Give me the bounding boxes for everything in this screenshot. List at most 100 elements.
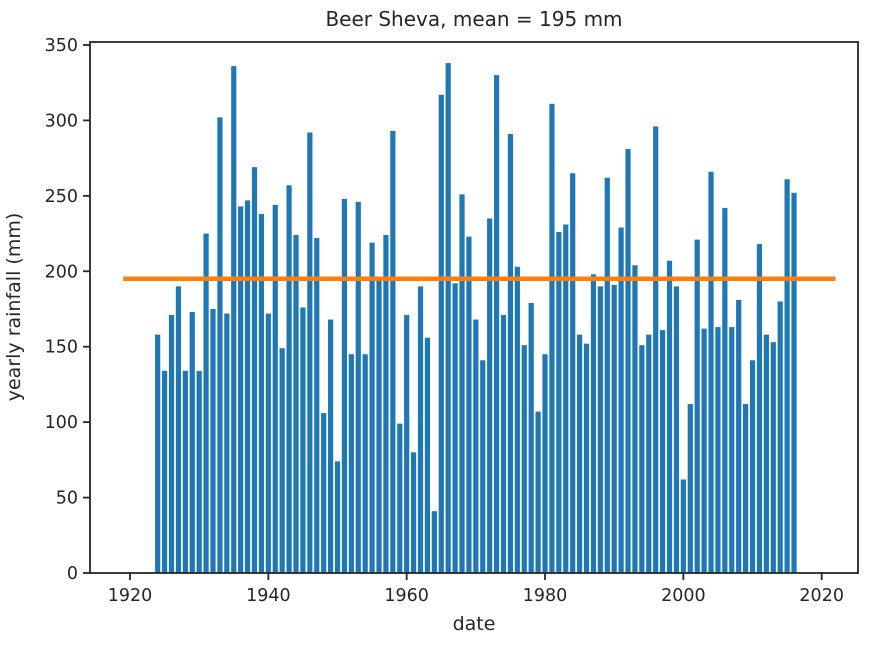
rainfall-bar-1983 bbox=[563, 224, 569, 573]
rainfall-bar-1981 bbox=[549, 103, 555, 573]
rainfall-bar-1939 bbox=[258, 213, 265, 573]
rainfall-bar-1957 bbox=[383, 235, 389, 573]
rainfall-bar-1954 bbox=[362, 354, 368, 573]
rainfall-bar-1936 bbox=[238, 206, 244, 573]
rainfall-bar-1998 bbox=[666, 260, 673, 573]
x-axis-label: date bbox=[452, 613, 496, 635]
rainfall-bar-2000 bbox=[680, 479, 686, 573]
rainfall-bar-1974 bbox=[500, 315, 507, 573]
rainfall-bar-2006 bbox=[722, 207, 728, 574]
rainfall-bar-1967 bbox=[452, 283, 458, 573]
y-tick-label-100: 100 bbox=[45, 413, 78, 433]
rainfall-bar-1955 bbox=[369, 242, 375, 573]
rainfall-bar-1960 bbox=[404, 315, 410, 573]
rainfall-bar-1943 bbox=[286, 185, 292, 574]
rainfall-bar-1991 bbox=[618, 227, 624, 573]
rainfall-bar-1934 bbox=[224, 313, 230, 573]
rainfall-bar-1958 bbox=[390, 130, 396, 574]
rainfall-bar-2001 bbox=[687, 404, 693, 573]
rainfall-bar-1988 bbox=[597, 286, 603, 573]
rainfall-bar-2016 bbox=[791, 192, 797, 573]
rainfall-bar-1999 bbox=[673, 286, 680, 573]
y-tick-label-300: 300 bbox=[45, 111, 78, 131]
rainfall-bar-1950 bbox=[334, 461, 341, 573]
chart-title: Beer Sheva, mean = 195 mm bbox=[325, 7, 623, 31]
x-tick-label-2020: 2020 bbox=[799, 586, 844, 606]
rainfall-bar-2014 bbox=[777, 301, 783, 573]
rainfall-bar-1944 bbox=[293, 235, 299, 573]
rainfall-bar-2008 bbox=[736, 299, 742, 573]
rainfall-bar-1946 bbox=[307, 132, 313, 574]
rainfall-bar-1970 bbox=[473, 319, 479, 573]
rainfall-bar-1978 bbox=[528, 302, 534, 573]
rainfall-bar-1994 bbox=[639, 345, 645, 573]
rainfall-bar-1956 bbox=[376, 278, 382, 573]
rainfall-bar-2007 bbox=[729, 327, 735, 573]
rainfall-bar-1949 bbox=[327, 319, 334, 573]
rainfall-bar-2015 bbox=[784, 179, 790, 573]
rainfall-bar-1962 bbox=[417, 286, 424, 573]
rainfall-bar-1968 bbox=[459, 194, 465, 573]
rainfall-bar-1985 bbox=[577, 334, 583, 573]
rainfall-bar-2013 bbox=[770, 342, 776, 573]
x-tick-label-1960: 1960 bbox=[384, 586, 429, 606]
rainfall-bar-1976 bbox=[514, 266, 520, 573]
rainfall-bar-2011 bbox=[756, 244, 763, 573]
rainfall-bar-1951 bbox=[341, 198, 348, 573]
y-axis-label: yearly rainfall (mm) bbox=[3, 212, 25, 402]
x-tick-label-1940: 1940 bbox=[246, 586, 291, 606]
rainfall-bar-1996 bbox=[653, 126, 659, 573]
rainfall-bar-1931 bbox=[203, 233, 209, 573]
rainfall-bar-1925 bbox=[161, 370, 168, 573]
rainfall-bar-1938 bbox=[251, 167, 258, 573]
rainfall-bar-1972 bbox=[487, 218, 493, 574]
rainfall-bar-1928 bbox=[182, 370, 188, 573]
rainfall-bar-1961 bbox=[411, 452, 417, 573]
rainfall-bar-1987 bbox=[590, 274, 597, 573]
rainfall-bar-1979 bbox=[535, 411, 541, 573]
rainfall-bar-1940 bbox=[265, 313, 271, 573]
rainfall-bar-2003 bbox=[701, 328, 707, 573]
rainfall-bar-1924 bbox=[155, 334, 161, 573]
rainfall-bar-1997 bbox=[660, 330, 666, 573]
rainfall-bar-1935 bbox=[231, 66, 237, 574]
rainfall-bar-1990 bbox=[611, 284, 617, 573]
rainfall-bar-2002 bbox=[694, 239, 700, 573]
rainfall-bar-1995 bbox=[646, 334, 652, 573]
y-tick-label-0: 0 bbox=[67, 564, 78, 584]
rainfall-bar-1929 bbox=[189, 312, 195, 573]
rainfall-bar-1989 bbox=[604, 177, 610, 573]
rainfall-bar-2012 bbox=[763, 334, 769, 573]
rainfall-bar-1933 bbox=[217, 117, 223, 574]
rainfall-bar-1947 bbox=[314, 238, 320, 573]
rainfall-bar-1977 bbox=[521, 345, 527, 573]
rainfall-bar-1937 bbox=[244, 200, 251, 573]
rainfall-bar-2009 bbox=[743, 404, 749, 573]
rainfall-bar-1975 bbox=[507, 134, 514, 573]
rainfall-bar-1942 bbox=[279, 348, 285, 573]
rainfall-bar-1959 bbox=[397, 423, 403, 573]
y-tick-label-200: 200 bbox=[45, 262, 78, 282]
y-tick-label-50: 50 bbox=[56, 489, 78, 509]
rainfall-bar-1986 bbox=[583, 343, 590, 573]
rainfall-bar-1980 bbox=[542, 354, 548, 573]
rainfall-bar-1963 bbox=[424, 337, 431, 573]
plot-spines bbox=[89, 41, 859, 574]
rainfall-bar-1953 bbox=[355, 201, 361, 573]
y-tick-label-350: 350 bbox=[45, 36, 78, 56]
rainfall-bar-1982 bbox=[556, 232, 562, 573]
rainfall-bar-2005 bbox=[715, 327, 721, 573]
rainfall-bar-2004 bbox=[708, 171, 714, 573]
rainfall-bar-1993 bbox=[632, 265, 638, 573]
rainfall-bar-1952 bbox=[348, 354, 354, 573]
rainfall-bar-1932 bbox=[210, 309, 216, 573]
rainfall-bar-1948 bbox=[321, 413, 327, 573]
rainfall-bar-1964 bbox=[431, 511, 437, 573]
rainfall-bar-1973 bbox=[494, 75, 500, 573]
rainfall-bar-1930 bbox=[196, 370, 202, 573]
rainfall-bar-1941 bbox=[272, 204, 278, 573]
rainfall-bar-1927 bbox=[175, 286, 182, 573]
y-tick-label-150: 150 bbox=[45, 338, 78, 358]
